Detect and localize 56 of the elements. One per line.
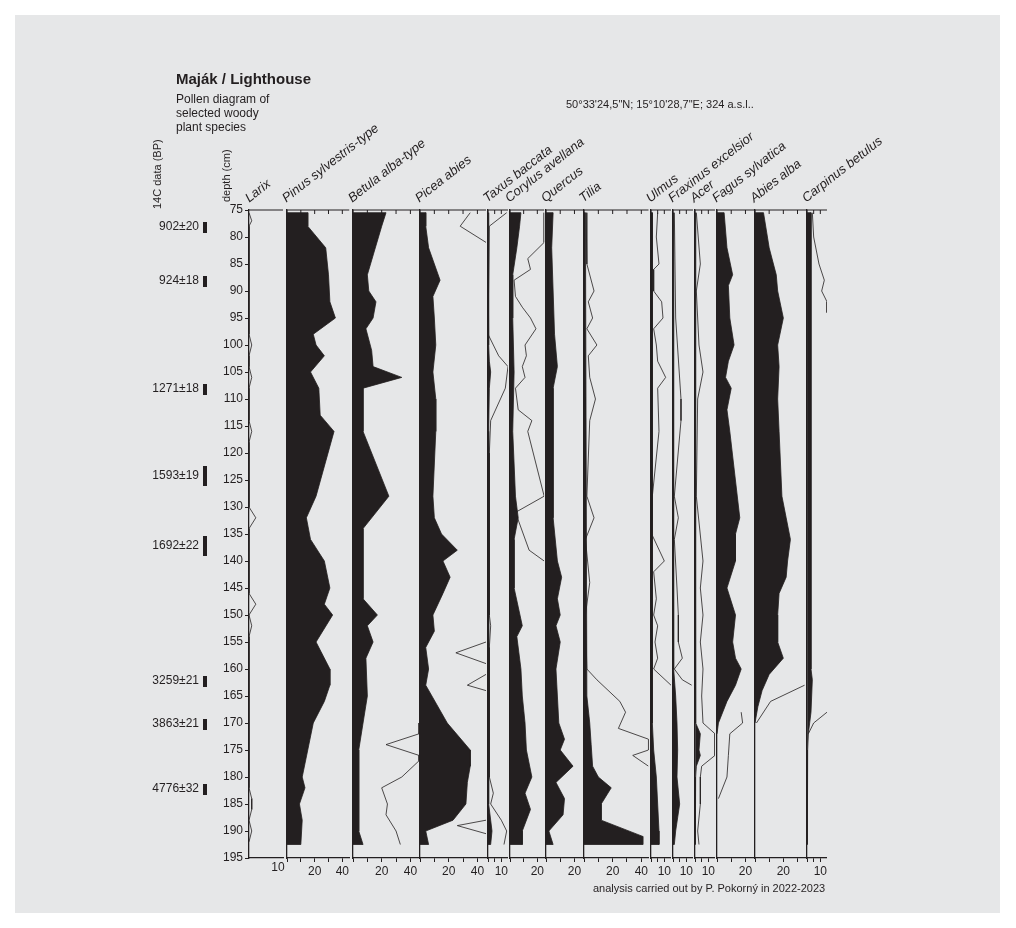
y-tick-label: 100 bbox=[222, 337, 244, 352]
y-tick-label: 85 bbox=[229, 256, 244, 271]
text: 14C data (BP) bbox=[151, 139, 163, 209]
chart-subtitle: Pollen diagram of selected woody plant species bbox=[176, 92, 271, 134]
x-tick-label: 20 bbox=[567, 863, 582, 878]
y-axis-title: depth (cm) bbox=[220, 149, 232, 202]
y-tick-label: 80 bbox=[229, 229, 244, 244]
y-tick-label: 105 bbox=[222, 364, 244, 379]
text: 3863±21 bbox=[152, 716, 199, 730]
y-tick-label: 130 bbox=[222, 499, 244, 514]
x-tick-label: 20 bbox=[375, 863, 389, 878]
y-tick-label: 185 bbox=[222, 796, 244, 811]
x-tick-label: 20 bbox=[307, 863, 322, 878]
x-tick-label: 10 bbox=[813, 863, 828, 878]
y-tick-label: 115 bbox=[223, 418, 244, 433]
x-tick-label: 10 bbox=[494, 863, 509, 878]
y-tick-label: 120 bbox=[222, 445, 244, 460]
text: 1271±18 bbox=[152, 381, 199, 395]
y-tick-label: 195 bbox=[222, 850, 244, 865]
y-tick-label: 160 bbox=[222, 661, 244, 676]
y-tick-label: 190 bbox=[222, 823, 244, 838]
y-tick-label: 180 bbox=[222, 769, 244, 784]
y-tick-label: 90 bbox=[229, 283, 244, 298]
x-tick-label: 20 bbox=[442, 863, 456, 878]
y-tick-label: 140 bbox=[222, 553, 244, 568]
text: 924±18 bbox=[159, 273, 199, 287]
text: 1593±19 bbox=[152, 468, 199, 482]
y-tick-label: 75 bbox=[229, 202, 244, 217]
x-tick-label: 40 bbox=[470, 863, 485, 878]
text: analysis carried out by P. Pokorný in 2022-2023 bbox=[593, 882, 826, 894]
y-tick-label: 110 bbox=[223, 391, 244, 406]
x-tick-label: 20 bbox=[530, 863, 545, 878]
x-tick-label: 20 bbox=[738, 863, 753, 878]
chart-title: Maják / Lighthouse bbox=[176, 70, 312, 87]
y-tick-label: 165 bbox=[222, 688, 244, 703]
x-tick-label: 20 bbox=[605, 863, 620, 878]
y-tick-label: 170 bbox=[222, 715, 244, 730]
x-tick-label: 10 bbox=[657, 863, 672, 878]
y-tick-label: 155 bbox=[222, 634, 244, 649]
x-tick-label: 20 bbox=[776, 863, 791, 878]
y-tick-label: 150 bbox=[222, 607, 244, 622]
text: 50°33'24,5"N; 15°10'28,7"E; 324 a.s.l.. bbox=[566, 98, 754, 110]
x-tick-label: 40 bbox=[335, 863, 350, 878]
text: 3259±21 bbox=[152, 673, 199, 687]
text: 4776±32 bbox=[152, 781, 199, 795]
text: 902±20 bbox=[159, 219, 199, 233]
y-tick-label: 135 bbox=[222, 526, 244, 541]
y-tick-label: 145 bbox=[222, 580, 244, 595]
x-tick-label: 10 bbox=[679, 863, 694, 878]
x-tick-label: 40 bbox=[634, 863, 649, 878]
x-tick-label: 40 bbox=[403, 863, 418, 878]
text: 1692±22 bbox=[152, 538, 199, 552]
y-tick-label: 125 bbox=[222, 472, 244, 487]
x-tick-label: 10 bbox=[701, 863, 716, 878]
y-tick-label: 95 bbox=[229, 310, 244, 325]
y-tick-label: 175 bbox=[222, 742, 244, 757]
